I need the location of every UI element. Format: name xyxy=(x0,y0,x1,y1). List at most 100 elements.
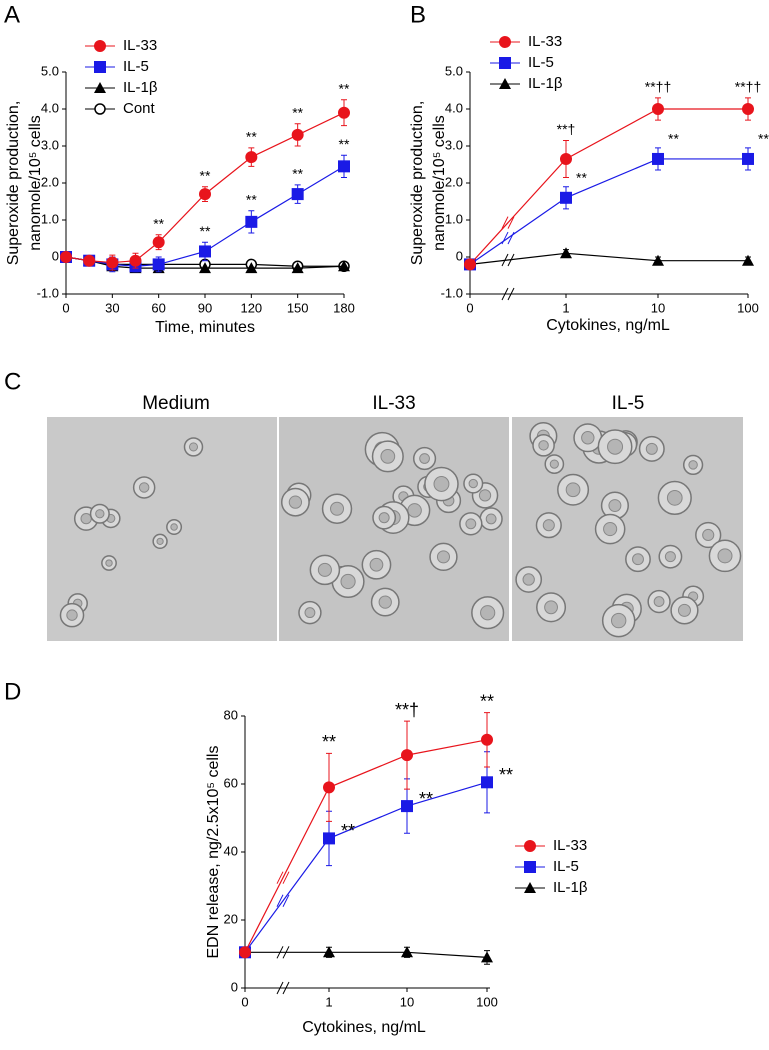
legend-label: IL-1β xyxy=(528,75,563,92)
marker xyxy=(338,106,350,119)
marker xyxy=(129,254,142,267)
micrograph-title: Medium xyxy=(142,393,210,414)
series-line xyxy=(244,739,488,953)
cell-core xyxy=(80,512,92,525)
line-break xyxy=(276,946,284,959)
cell-core xyxy=(380,449,396,464)
marker xyxy=(742,254,754,266)
x-tick-label: 150 xyxy=(287,300,309,315)
legend-marker xyxy=(499,78,511,89)
legend-label: IL-5 xyxy=(123,58,149,75)
marker xyxy=(652,152,664,165)
cell-core xyxy=(433,476,450,492)
y-tick-label: 2.0 xyxy=(41,174,59,189)
x-tick-label: 1 xyxy=(325,994,332,1009)
legend-label: IL-33 xyxy=(528,33,562,50)
marker xyxy=(291,188,304,201)
line-break xyxy=(282,871,290,884)
line-break xyxy=(501,253,509,267)
x-axis-label: Cytokines, ng/mL xyxy=(546,317,670,334)
line-break xyxy=(282,946,290,959)
marker xyxy=(338,160,350,173)
axis-break xyxy=(276,981,284,995)
micrograph-title: IL-5 xyxy=(612,393,645,414)
cell-core xyxy=(170,523,178,531)
marker xyxy=(245,262,258,274)
y-tick-label: 80 xyxy=(224,707,238,722)
legend-label: IL-5 xyxy=(528,54,554,71)
cell-core xyxy=(542,519,555,532)
y-tick-label: 5.0 xyxy=(41,63,59,78)
marker xyxy=(481,733,493,746)
legend-marker xyxy=(94,40,106,52)
legend-label: Cont xyxy=(123,100,156,117)
marker xyxy=(245,151,258,164)
axis-break xyxy=(501,287,509,301)
line-break xyxy=(507,216,515,229)
significance: ** xyxy=(499,765,513,785)
cell-core xyxy=(632,553,644,566)
panel-label: C xyxy=(4,368,21,395)
significance: ** xyxy=(292,105,303,121)
x-tick-label: 30 xyxy=(105,300,119,315)
cell-core xyxy=(565,482,581,498)
marker xyxy=(652,254,664,266)
legend-label: IL-5 xyxy=(553,858,579,875)
line-break xyxy=(276,894,284,907)
x-tick-label: 180 xyxy=(333,300,355,315)
marker xyxy=(199,188,211,201)
marker xyxy=(245,215,258,228)
marker xyxy=(291,262,304,274)
cell-core xyxy=(645,442,658,455)
x-axis-label: Time, minutes xyxy=(155,319,255,336)
y-axis-label: nanomole/10⁵ cells xyxy=(27,115,44,251)
significance: ** xyxy=(576,169,587,185)
cell-core xyxy=(330,501,345,516)
series-line xyxy=(469,252,748,265)
marker xyxy=(106,256,119,269)
significance: ** xyxy=(292,166,303,182)
significance: ** xyxy=(341,821,355,841)
marker xyxy=(560,247,572,259)
y-axis-label: EDN release, ng/2.5x10⁵ cells xyxy=(205,746,222,959)
cell-core xyxy=(436,550,451,564)
significance: ** xyxy=(480,691,494,711)
legend-marker xyxy=(524,861,536,873)
x-tick-label: 10 xyxy=(400,994,414,1009)
cell-core xyxy=(702,528,715,542)
x-tick-label: 10 xyxy=(651,300,665,315)
cell-core xyxy=(378,512,390,524)
significance: ** xyxy=(339,136,350,152)
y-tick-label: 0 xyxy=(52,248,59,263)
marker xyxy=(401,800,413,813)
legend-marker xyxy=(94,82,106,93)
legend-marker xyxy=(94,61,106,73)
micrograph-title: IL-33 xyxy=(372,393,415,414)
legend-label: IL-1β xyxy=(123,79,158,96)
axis-break xyxy=(507,287,515,301)
significance: ** xyxy=(153,216,164,232)
cell-core xyxy=(95,509,105,519)
y-tick-label: 0 xyxy=(456,248,463,263)
marker xyxy=(464,258,476,271)
significance: ** xyxy=(200,223,211,239)
line-break xyxy=(501,231,509,245)
cell-core xyxy=(480,605,496,621)
cell-core xyxy=(465,518,477,530)
marker xyxy=(199,245,211,258)
cell-core xyxy=(717,548,733,564)
y-axis-label: nanomole/10⁵ cells xyxy=(431,115,448,251)
y-tick-label: 1.0 xyxy=(445,211,463,226)
series-line xyxy=(245,951,488,958)
x-tick-label: 1 xyxy=(562,300,569,315)
significance: ** xyxy=(246,129,257,145)
cell-core xyxy=(603,521,618,537)
significance: ** xyxy=(419,789,433,809)
y-tick-label: 60 xyxy=(224,775,238,790)
marker xyxy=(152,236,165,249)
x-tick-label: 120 xyxy=(240,300,262,315)
cells xyxy=(59,422,742,638)
y-tick-label: 2.0 xyxy=(445,174,463,189)
panel-label: A xyxy=(4,1,20,28)
